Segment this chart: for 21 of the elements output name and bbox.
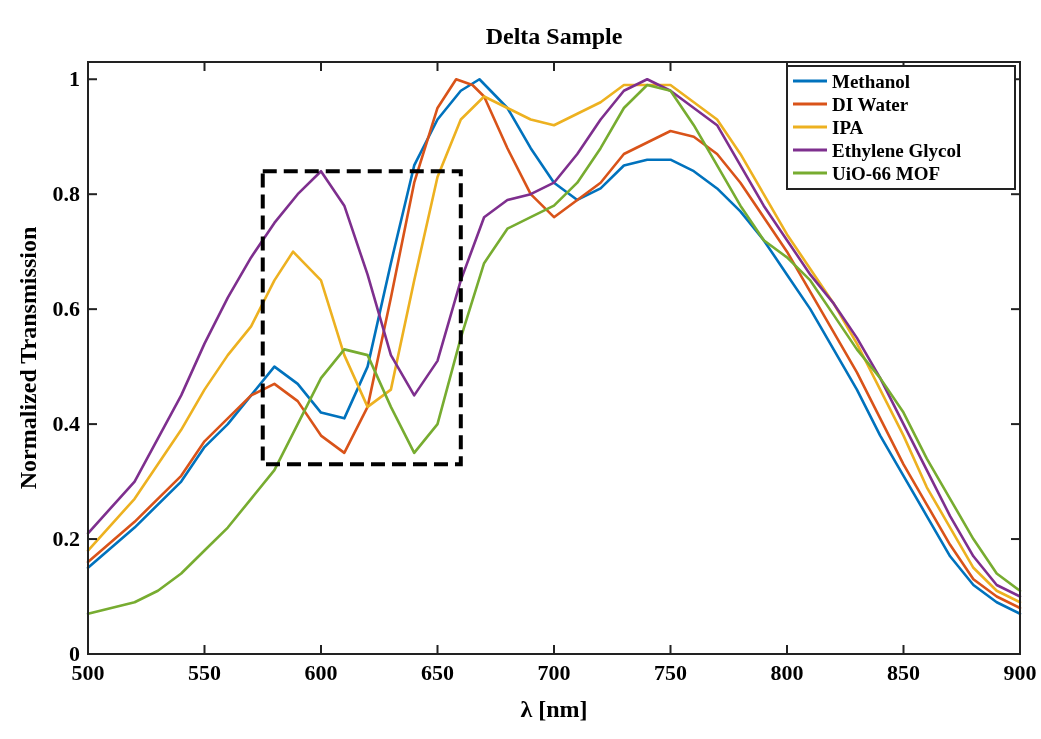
x-tick-label: 900 (1003, 660, 1037, 685)
y-axis-title: Normalized Transmission (15, 226, 41, 490)
y-tick-label: 0.6 (52, 296, 80, 322)
legend-label: DI Water (832, 94, 909, 115)
legend-label: IPA (832, 117, 864, 138)
x-tick-label: 550 (188, 660, 221, 685)
legend-label: Ethylene Glycol (832, 140, 962, 161)
y-tick-label: 0.2 (52, 526, 80, 552)
y-tick-label: 0.4 (52, 411, 80, 437)
x-tick-label: 650 (421, 660, 454, 685)
y-tick-label: 1 (69, 66, 80, 92)
x-tick-label: 750 (654, 660, 687, 685)
x-tick-label: 800 (770, 660, 804, 685)
x-axis-title: λ [nm] (520, 696, 588, 722)
y-tick-label: 0.8 (52, 181, 80, 207)
x-tick-label: 850 (887, 660, 920, 685)
chart-title: Delta Sample (485, 23, 623, 49)
x-tick-label: 600 (304, 660, 338, 685)
legend-label: Methanol (832, 71, 911, 92)
x-tick-label: 700 (537, 660, 571, 685)
legend-label: UiO-66 MOF (832, 163, 941, 184)
